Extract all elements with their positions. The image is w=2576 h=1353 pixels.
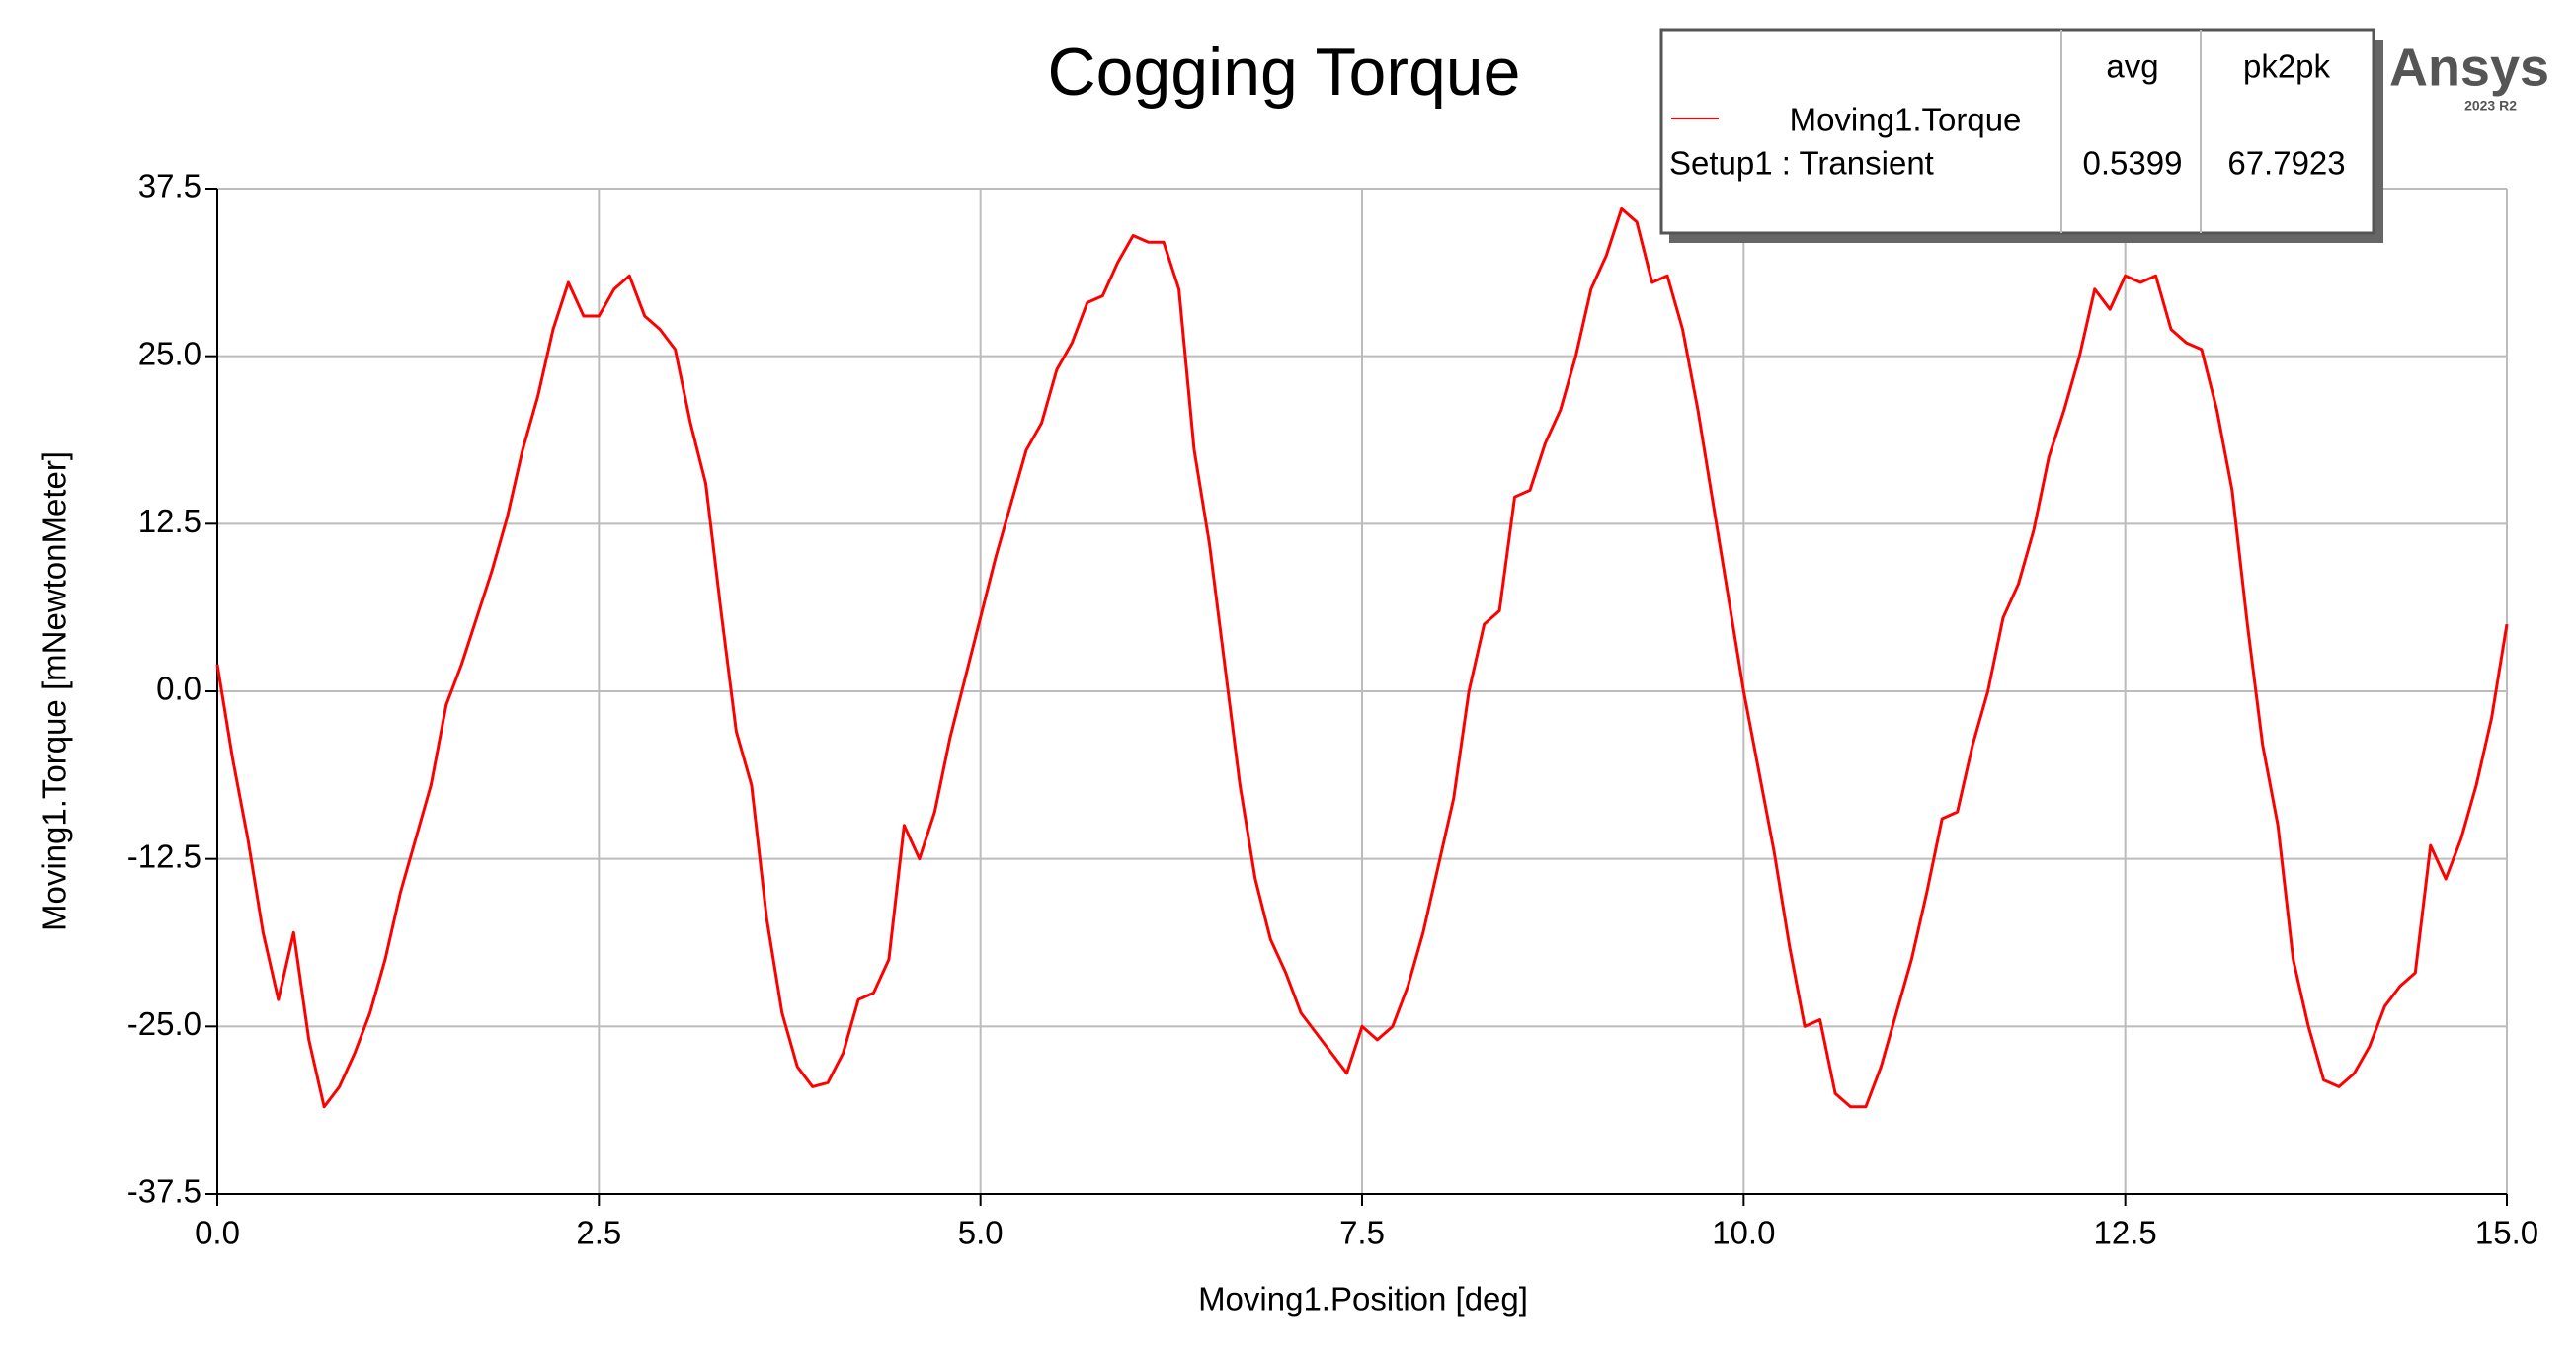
x-tick-label: 15.0 <box>2475 1215 2538 1251</box>
x-tick-label: 7.5 <box>1339 1215 1385 1251</box>
x-tick-label: 2.5 <box>576 1215 621 1251</box>
logo-version: 2023 R2 <box>2464 98 2517 114</box>
legend-box <box>1659 28 2375 235</box>
legend-setup: Setup1 : Transient <box>1669 145 1934 182</box>
legend-header: pk2pk <box>2243 48 2331 85</box>
logo: Ansys <box>2389 38 2549 97</box>
y-tick-label: -37.5 <box>127 1173 201 1210</box>
y-tick-label: 37.5 <box>138 168 201 204</box>
legend-header: avg <box>2106 48 2158 85</box>
x-tick-label: 5.0 <box>958 1215 1004 1251</box>
legend-pk2pk: 67.7923 <box>2227 145 2345 182</box>
legend-entry: Moving1.Torque <box>1790 102 2022 138</box>
y-tick-label: 12.5 <box>138 503 201 539</box>
y-tick-label: -12.5 <box>127 837 201 874</box>
y-tick-label: 0.0 <box>156 671 201 707</box>
plot-area: -37.5 -25.0 -12.5 0.0 12.5 25.0 37.5 0.0 2.5 5.0 7… <box>127 168 2538 1251</box>
x-axis-label: Moving1.Position [deg] <box>1198 1281 1528 1317</box>
chart-title: Cogging Torque <box>1048 35 1521 110</box>
x-tick-label: 12.5 <box>2094 1215 2157 1251</box>
y-tick-label: -25.0 <box>127 1005 201 1042</box>
y-tick-label: 25.0 <box>138 335 201 371</box>
y-axis-label: Moving1.Torque [mNewtonMeter] <box>37 451 73 931</box>
x-tick-label: 0.0 <box>195 1215 240 1251</box>
data-line <box>215 206 2509 1109</box>
x-tick-label: 10.0 <box>1712 1215 1775 1251</box>
legend-avg: 0.5399 <box>2083 145 2183 182</box>
